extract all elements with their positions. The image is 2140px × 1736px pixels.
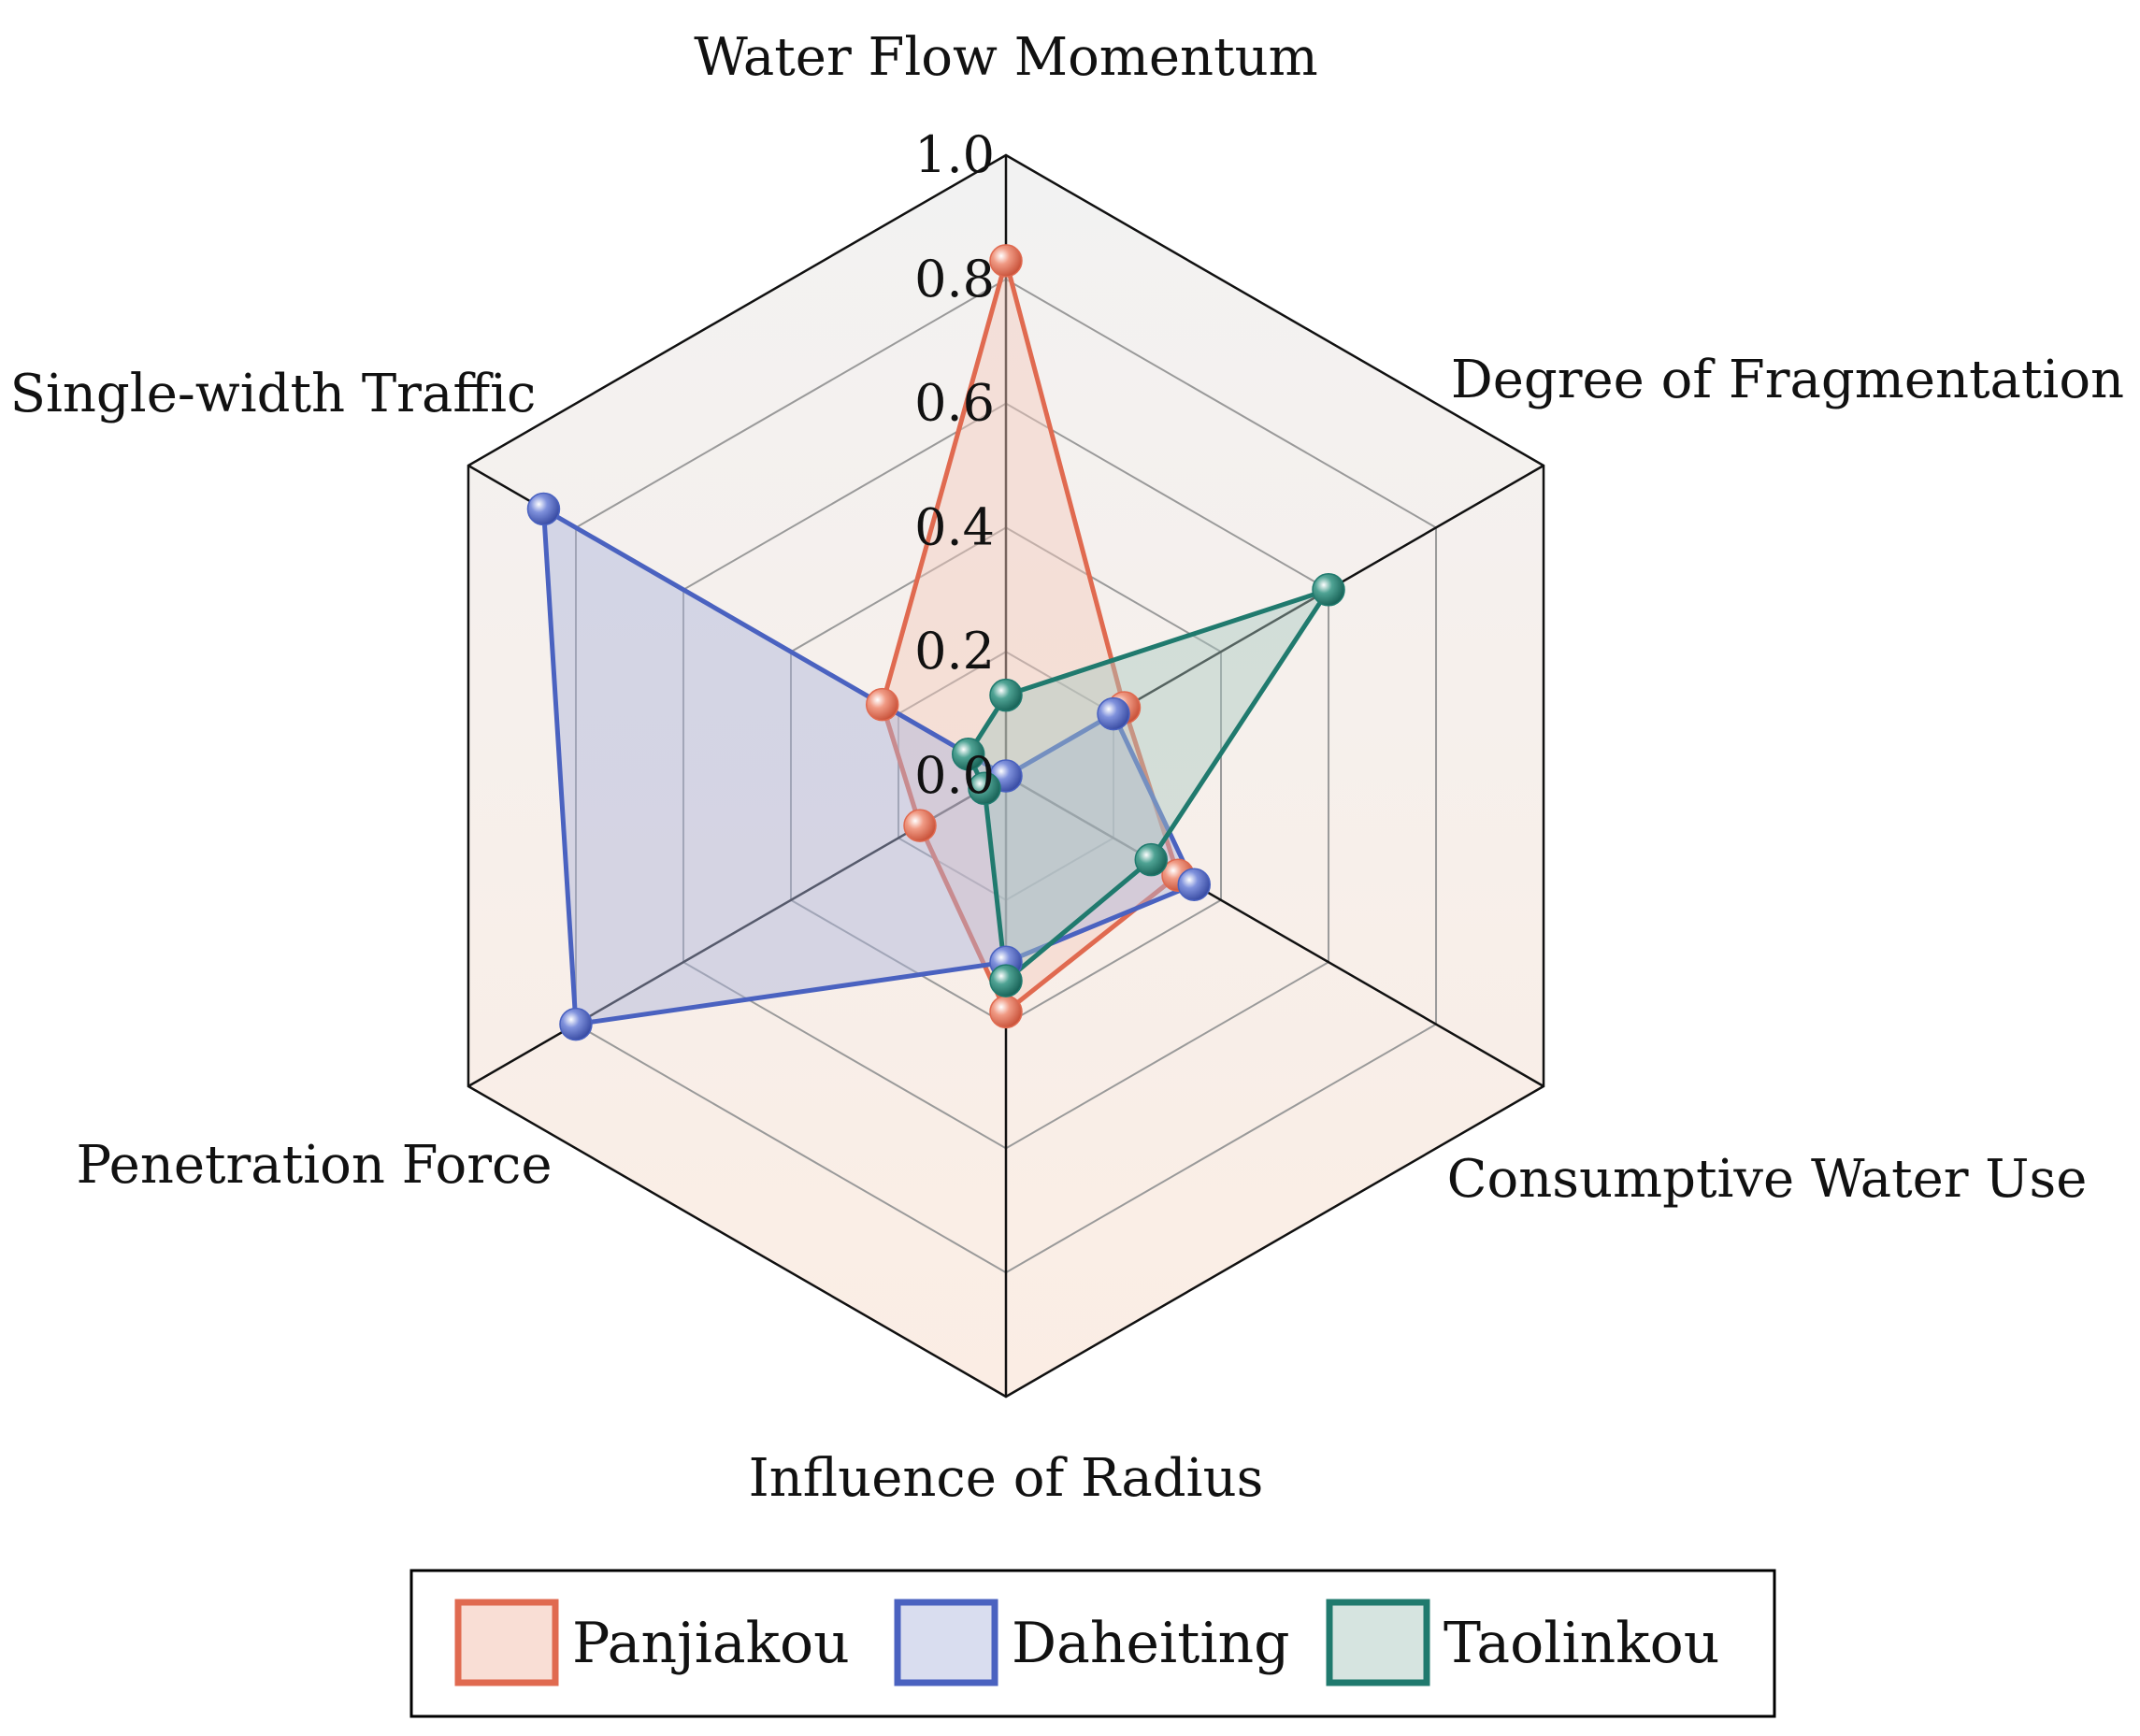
point-panjiakou-penetration-force (903, 809, 937, 842)
tick-label-0: 0.0 (914, 746, 995, 805)
point-taolinkou-single-width-traffic (951, 738, 985, 771)
legend-label-daheiting: Daheiting (1012, 1611, 1290, 1676)
legend-item-daheiting: Daheiting (894, 1599, 1290, 1686)
tick-label-3: 0.6 (914, 374, 995, 433)
legend-box (409, 1569, 1776, 1718)
legend-swatch-panjiakou (454, 1599, 559, 1686)
point-panjiakou-influence-of-radius (989, 995, 1023, 1029)
axis-label-single-width-traffic: Single-width Traffic (10, 364, 537, 424)
axis-label-penetration-force: Penetration Force (77, 1135, 553, 1196)
legend: Panjiakou Daheiting Taolinkou (409, 1569, 1776, 1718)
point-daheiting-degree-of-fragmentation (1097, 696, 1130, 731)
tick-label-2: 0.4 (914, 497, 995, 556)
legend-item-panjiakou: Panjiakou (454, 1599, 850, 1686)
legend-label-panjiakou: Panjiakou (572, 1611, 850, 1676)
point-taolinkou-influence-of-radius (989, 964, 1023, 997)
radar-series (526, 244, 1345, 1041)
axis-label-degree-of-fragmentation: Degree of Fragmentation (1451, 350, 2124, 410)
point-taolinkou-consumptive-water-use (1134, 842, 1169, 877)
point-taolinkou-water-flow-momentum (989, 678, 1023, 712)
legend-swatch-daheiting (894, 1599, 998, 1686)
tick-label-4: 0.8 (914, 250, 995, 308)
axis-label-consumptive-water-use: Consumptive Water Use (1447, 1149, 2088, 1210)
legend-swatch-taolinkou (1326, 1599, 1430, 1686)
axis-label-water-flow-momentum: Water Flow Momentum (694, 27, 1318, 88)
point-panjiakou-single-width-traffic (865, 687, 899, 722)
point-taolinkou-penetration-force (968, 771, 1001, 806)
point-daheiting-consumptive-water-use (1177, 868, 1212, 901)
legend-item-taolinkou: Taolinkou (1326, 1599, 1719, 1686)
axis-label-influence-of-radius: Influence of Radius (749, 1448, 1264, 1509)
point-daheiting-single-width-traffic (526, 492, 561, 526)
tick-label-1: 0.2 (914, 622, 995, 681)
axis-spoke-consumptive-water-use (1005, 774, 1544, 1088)
point-taolinkou-degree-of-fragmentation (1312, 573, 1345, 607)
legend-label-taolinkou: Taolinkou (1443, 1611, 1719, 1676)
radar-labels: 0.0 0.2 0.4 0.6 0.8 1.0 Water Flow Momentum Deg… (10, 27, 2125, 1509)
point-daheiting-penetration-force (559, 1007, 593, 1041)
tick-label-5: 1.0 (914, 125, 995, 184)
point-panjiakou-water-flow-momentum (989, 244, 1023, 278)
